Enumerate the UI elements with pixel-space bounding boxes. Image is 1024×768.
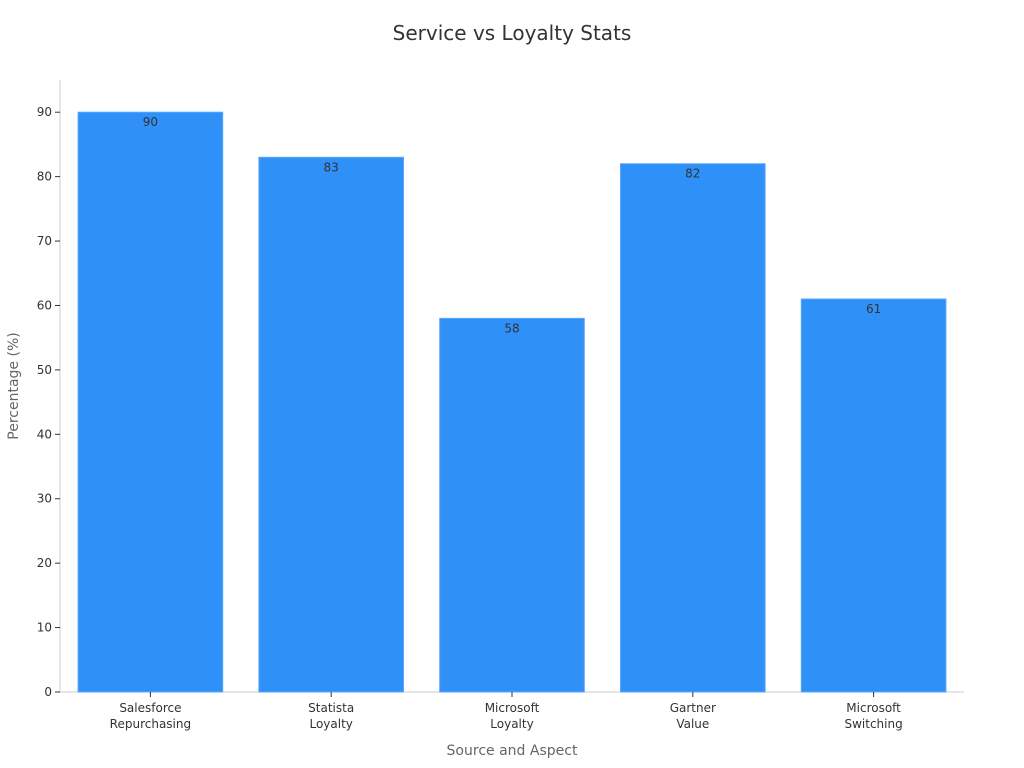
data-label: 61 <box>866 302 881 316</box>
plot-area: 0 10 20 30 40 50 60 70 80 90 90 Salesforce Repurchas… <box>37 80 964 731</box>
chart-title: Service vs Loyalty Stats <box>393 21 632 45</box>
bar <box>800 298 947 693</box>
y-tick-label: 80 <box>37 170 52 184</box>
y-tick-label: 50 <box>37 363 52 377</box>
x-tick-label: Microsoft Switching <box>844 701 902 731</box>
data-label: 83 <box>324 160 339 174</box>
x-tick-label: Salesforce Repurchasing <box>110 701 191 731</box>
x-tick-label: Microsoft Loyalty <box>485 701 540 731</box>
bar <box>619 163 766 693</box>
y-tick-label: 20 <box>37 556 52 570</box>
bar <box>439 317 585 693</box>
x-tick-label: Statista Loyalty <box>308 701 354 731</box>
bar <box>258 156 405 693</box>
y-tick-label: 30 <box>37 492 52 506</box>
x-tick-label: Gartner Value <box>670 701 716 731</box>
y-tick-label: 10 <box>37 621 52 635</box>
data-label: 82 <box>685 167 700 181</box>
y-axis-title: Percentage (%) <box>6 332 22 439</box>
y-tick-label: 60 <box>37 298 52 312</box>
bar <box>77 111 224 693</box>
y-tick-label: 0 <box>44 685 52 699</box>
y-tick-label: 70 <box>37 234 52 248</box>
y-tick-label: 90 <box>37 105 52 119</box>
y-tick-label: 40 <box>37 427 52 441</box>
x-axis-title: Source and Aspect <box>447 743 578 759</box>
data-label: 58 <box>504 321 519 335</box>
data-label: 90 <box>143 115 158 129</box>
